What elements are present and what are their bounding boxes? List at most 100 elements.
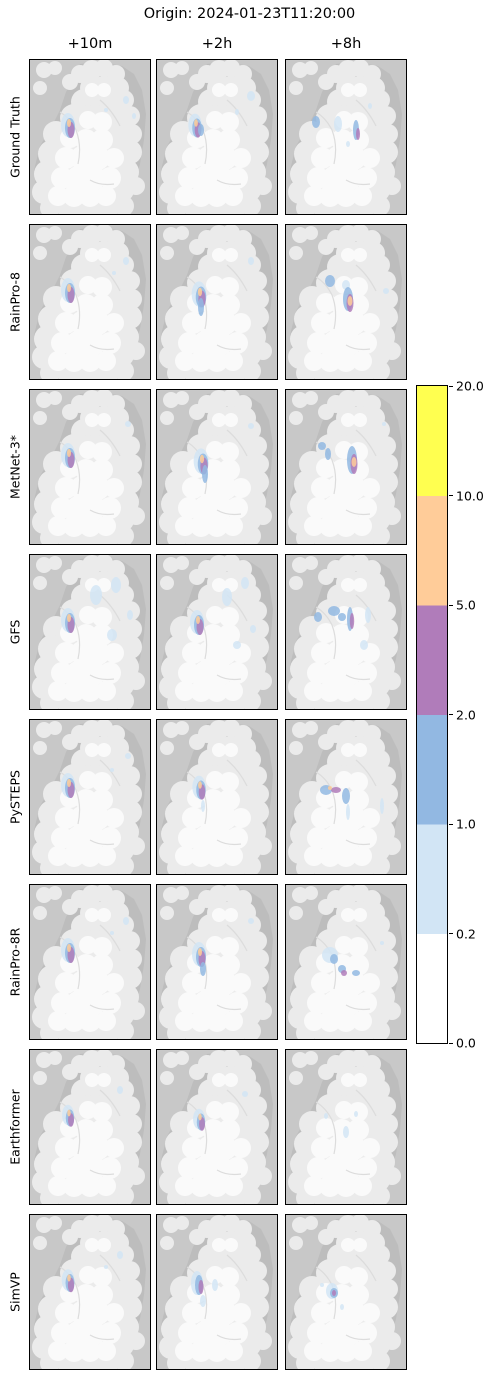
- precip-cell: [365, 607, 371, 623]
- precip-cell: [380, 798, 384, 814]
- europe-precip-map: [32, 885, 146, 1039]
- map-panel: [29, 59, 151, 215]
- colorbar-bin: [417, 386, 447, 496]
- colorbar-tick-label: 0.2: [456, 926, 476, 941]
- colorbar-bin: [417, 495, 447, 606]
- europe-precip-map: [159, 1050, 273, 1204]
- europe-precip-map: [288, 1215, 402, 1369]
- precip-cell: [356, 128, 360, 140]
- precip-cell: [110, 768, 114, 772]
- precip-cell: [67, 614, 71, 622]
- precip-cell: [382, 422, 386, 426]
- row-label-text: MetNet-3*: [7, 434, 23, 500]
- precip-cell: [125, 753, 131, 759]
- precip-cell: [123, 257, 129, 265]
- precip-cell: [342, 788, 350, 804]
- precip-cell: [104, 1265, 108, 1269]
- precip-cell: [324, 1113, 328, 1119]
- colorbar-tick: [449, 933, 453, 934]
- colorbar-tick: [449, 1042, 453, 1044]
- precip-cell: [347, 296, 353, 306]
- precip-cell: [67, 119, 71, 127]
- precip-cell: [110, 931, 114, 935]
- precip-cell: [67, 944, 71, 952]
- colorbar-tick: [449, 604, 453, 606]
- map-panel: [29, 884, 151, 1040]
- precip-cell: [202, 465, 208, 483]
- row-label-text: GFS: [7, 619, 23, 645]
- precip-cell: [200, 962, 206, 976]
- precip-cell: [201, 800, 205, 812]
- colorbar-tick: [449, 495, 453, 496]
- precip-cell: [341, 970, 347, 976]
- precip-cell: [338, 613, 346, 621]
- map-panel: [156, 884, 278, 1040]
- precip-cell: [332, 1290, 336, 1296]
- precip-cell: [199, 1117, 205, 1131]
- precip-cell: [331, 787, 341, 793]
- map-panel: [156, 389, 278, 545]
- precip-cell: [349, 613, 355, 629]
- precip-cell: [247, 91, 255, 101]
- precip-cell: [125, 421, 131, 427]
- map-panel: [285, 1214, 407, 1370]
- precip-cell: [352, 970, 360, 976]
- precip-cell: [104, 108, 108, 112]
- europe-precip-map: [32, 225, 146, 379]
- europe-precip-map: [159, 885, 273, 1039]
- precip-cell: [90, 585, 102, 605]
- map-panel: [156, 719, 278, 875]
- precip-cell: [222, 588, 232, 606]
- precip-cell: [127, 610, 133, 620]
- colorbar-tick: [449, 823, 453, 825]
- precip-cell: [123, 96, 129, 104]
- row-label-text: Ground Truth: [7, 96, 23, 178]
- precip-cell: [68, 1113, 74, 1127]
- precip-cell: [383, 288, 389, 294]
- precip-cell: [241, 577, 249, 589]
- map-panel: [156, 1214, 278, 1370]
- map-panel: [156, 59, 278, 215]
- precip-cell: [368, 103, 372, 109]
- colorbar-tick-label: 1.0: [456, 816, 476, 832]
- precip-cell: [198, 124, 204, 136]
- precip-cell: [334, 116, 342, 132]
- europe-precip-map: [159, 225, 273, 379]
- precip-cell: [198, 781, 202, 789]
- precip-cell: [248, 423, 254, 429]
- precip-cell: [112, 271, 116, 275]
- precip-cell: [117, 1086, 123, 1094]
- map-panel: [285, 59, 407, 215]
- precip-cell: [250, 625, 256, 633]
- colorbar-tick: [449, 385, 453, 387]
- europe-precip-map: [32, 555, 146, 709]
- precip-cell: [330, 954, 338, 964]
- colorbar-tick-label: 0.0: [456, 1035, 476, 1051]
- row-label-text: RainPro-8: [7, 272, 23, 332]
- map-panel: [285, 554, 407, 710]
- europe-precip-map: [159, 390, 273, 544]
- precip-cell: [67, 779, 71, 787]
- column-label-8h: +8h: [330, 36, 362, 52]
- precip-cell: [248, 257, 254, 265]
- map-panel: [285, 224, 407, 380]
- map-panel: [285, 719, 407, 875]
- precip-cell: [132, 113, 136, 119]
- row-label-text: SimVP: [7, 1272, 23, 1312]
- europe-precip-map: [288, 555, 402, 709]
- europe-precip-map: [32, 1215, 146, 1369]
- precip-cell: [67, 1274, 71, 1282]
- map-panel: [29, 554, 151, 710]
- precip-cell: [351, 457, 357, 467]
- colorbar-bin: [417, 605, 447, 715]
- europe-precip-map: [159, 720, 273, 874]
- precip-cell: [248, 918, 254, 924]
- precip-cell: [314, 612, 322, 622]
- precip-cell: [346, 141, 350, 147]
- precip-cell: [67, 449, 71, 457]
- europe-precip-map: [159, 1215, 273, 1369]
- precip-cell: [354, 1111, 358, 1117]
- precip-cell: [111, 577, 121, 593]
- colorbar: [416, 385, 448, 1044]
- figure-title: Origin: 2024-01-23T11:20:00: [143, 6, 356, 22]
